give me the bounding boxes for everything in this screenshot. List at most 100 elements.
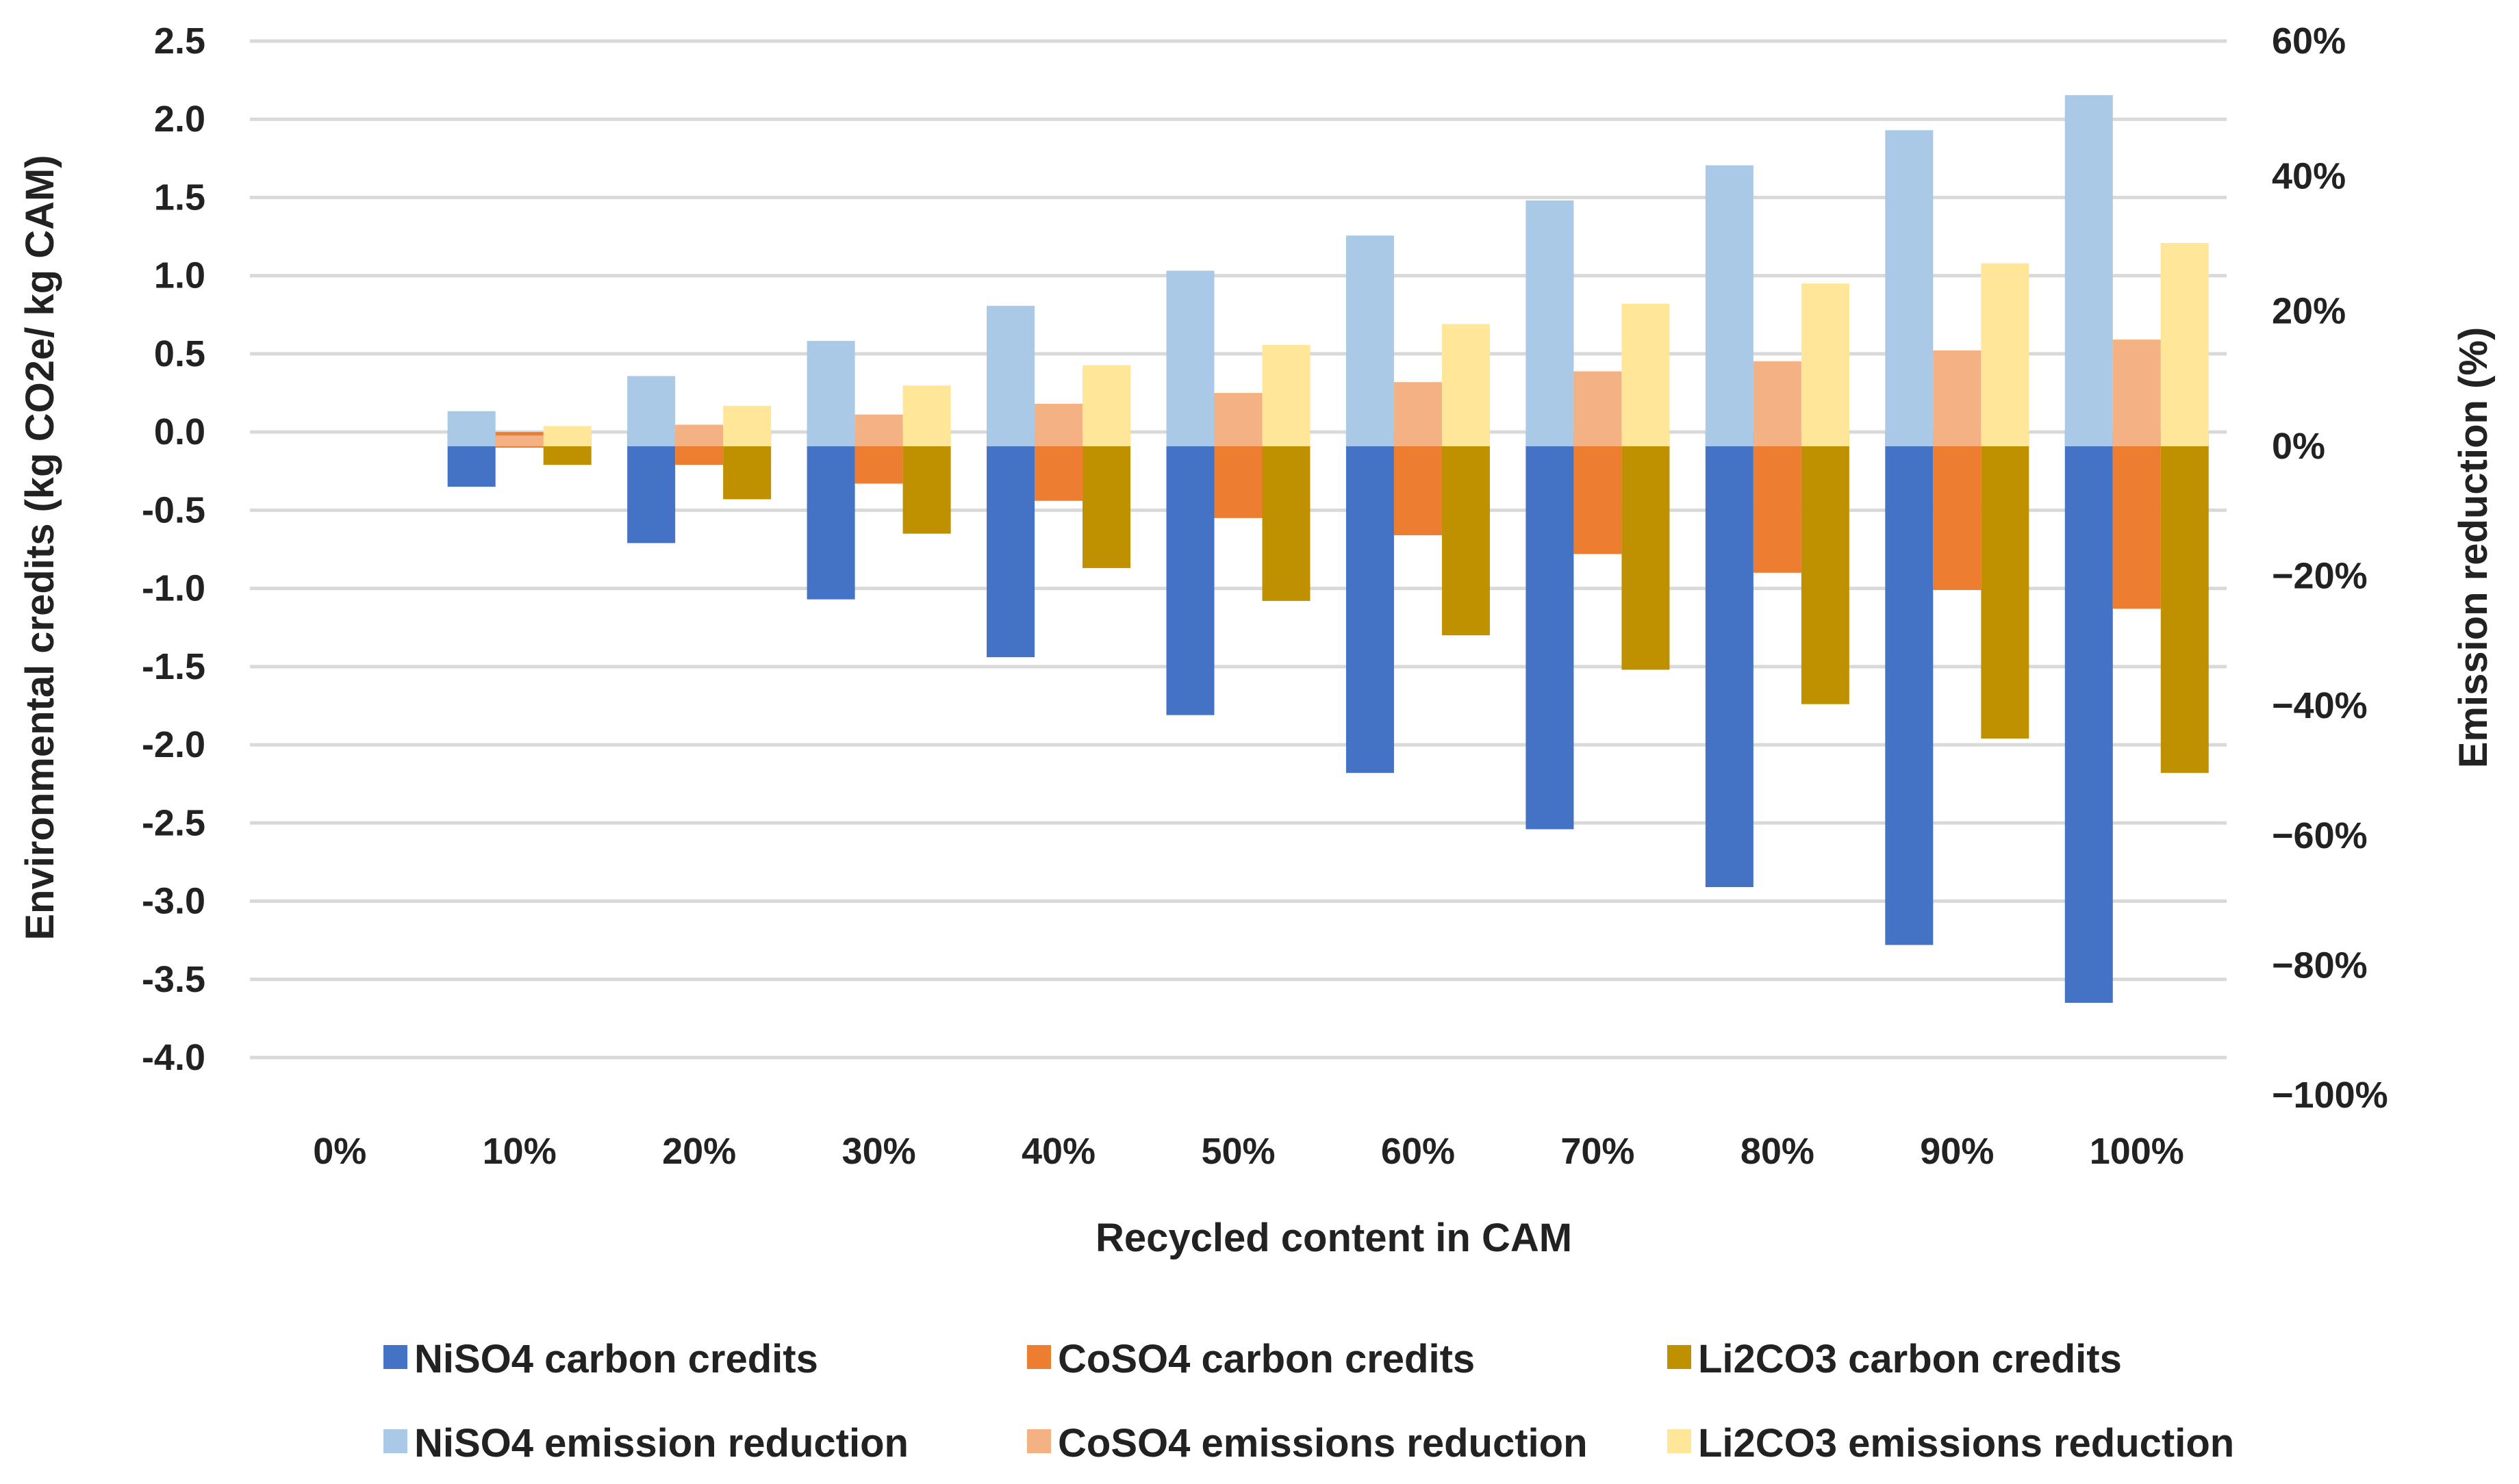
x-axis-tick-label: 80%	[1740, 1131, 1814, 1172]
bar-li2co3-carbon-credits	[902, 432, 951, 534]
left-axis-tick-label: 1.0	[154, 255, 205, 296]
bar-coso4-emissions-reduction	[2112, 340, 2161, 446]
legend-swatch	[1027, 1345, 1051, 1369]
bar-coso4-carbon-credits	[1753, 432, 1801, 573]
bar-li2co3-carbon-credits	[1981, 432, 2029, 739]
x-axis-tick-label: 70%	[1560, 1131, 1634, 1172]
legend-swatch	[1027, 1429, 1051, 1453]
bar-niso4-carbon-credits	[1526, 432, 1574, 830]
right-axis-tick-label: −20%	[2272, 556, 2368, 597]
bar-coso4-emissions-reduction	[1933, 350, 1982, 446]
x-axis-tick-label: 60%	[1381, 1131, 1455, 1172]
left-axis-tick-label: -4.0	[142, 1037, 205, 1078]
bar-li2co3-carbon-credits	[1262, 432, 1311, 601]
bar-coso4-carbon-credits	[1393, 432, 1442, 535]
bar-li2co3-carbon-credits	[2160, 432, 2209, 773]
bar-coso4-emissions-reduction	[1573, 371, 1622, 446]
bar-li2co3-carbon-credits	[1083, 432, 1131, 568]
left-axis-tick-label: 1.5	[154, 177, 205, 218]
x-axis-tick-label: 40%	[1022, 1131, 1096, 1172]
x-axis-tick-label: 0%	[313, 1131, 366, 1172]
legend-swatch	[383, 1429, 407, 1453]
bar-coso4-emissions-reduction	[495, 435, 544, 446]
bar-li2co3-emissions-reduction	[902, 385, 951, 446]
right-axis-tick-label: 40%	[2272, 155, 2346, 196]
bar-niso4-emission-reduction	[1526, 200, 1574, 446]
bar-niso4-carbon-credits	[1345, 432, 1394, 773]
right-axis-tick-label: 60%	[2272, 21, 2346, 62]
x-axis-tick-label: 20%	[662, 1131, 736, 1172]
bar-niso4-emission-reduction	[447, 411, 496, 446]
bar-niso4-carbon-credits	[1166, 432, 1215, 715]
bar-li2co3-emissions-reduction	[543, 426, 592, 446]
bar-niso4-emission-reduction	[807, 341, 855, 446]
right-axis-ticks: 60% 40% 20% 0% −20% −40% −60% −80% −100%	[2272, 21, 2388, 1116]
bar-niso4-carbon-credits	[627, 432, 676, 543]
left-axis-tick-label: -1.0	[142, 568, 205, 609]
left-axis-title: Environmental credits (kg CO2e/ kg CAM)	[18, 155, 62, 940]
bar-li2co3-emissions-reduction	[1262, 345, 1311, 446]
bar-coso4-emissions-reduction	[855, 414, 903, 446]
bar-coso4-carbon-credits	[1573, 432, 1622, 554]
right-axis-tick-label: −40%	[2272, 685, 2368, 726]
legend-label: CoSO4 carbon credits	[1058, 1337, 1475, 1381]
x-axis-tick-label: 100%	[2090, 1131, 2184, 1172]
bar-li2co3-emissions-reduction	[2160, 243, 2209, 446]
bar-niso4-carbon-credits	[987, 432, 1035, 658]
legend: NiSO4 carbon credits CoSO4 carbon credits…	[383, 1337, 2234, 1466]
bar-niso4-emission-reduction	[1885, 130, 1934, 447]
bar-li2co3-emissions-reduction	[1083, 365, 1131, 446]
x-axis-tick-label: 30%	[842, 1131, 916, 1172]
bar-niso4-emission-reduction	[627, 376, 676, 446]
bar-niso4-emission-reduction	[2064, 94, 2113, 446]
x-axis-title: Recycled content in CAM	[1096, 1216, 1572, 1260]
legend-label: CoSO4 emissions reduction	[1058, 1421, 1588, 1466]
bar-coso4-emissions-reduction	[1035, 403, 1083, 446]
x-axis-ticks: 0% 10% 20% 30% 40% 50% 60% 70% 80% 90% 100%	[313, 1131, 2184, 1172]
legend-label: NiSO4 emission reduction	[414, 1421, 909, 1466]
bar-niso4-carbon-credits	[807, 432, 855, 600]
right-axis-title: Emission reduction (%)	[2451, 327, 2496, 769]
left-axis-tick-label: -2.5	[142, 802, 205, 843]
bar-coso4-carbon-credits	[2112, 432, 2161, 609]
bar-niso4-emission-reduction	[987, 305, 1035, 446]
right-axis-tick-label: −80%	[2272, 945, 2368, 986]
left-axis-tick-label: -3.0	[142, 881, 205, 922]
bar-coso4-emissions-reduction	[1393, 382, 1442, 446]
x-axis-tick-label: 90%	[1920, 1131, 1994, 1172]
legend-swatch	[1667, 1429, 1691, 1453]
legend-swatch	[1667, 1345, 1691, 1369]
left-axis-tick-label: 0.0	[154, 411, 205, 452]
bar-coso4-emissions-reduction	[675, 424, 724, 446]
bar-coso4-carbon-credits	[1214, 432, 1263, 518]
left-axis-tick-label: -2.0	[142, 724, 205, 765]
left-axis-ticks: 2.5 2.0 1.5 1.0 0.5 0.0 -0.5 -1.0 -1.5 -2.0 -2.5 -3…	[142, 21, 205, 1078]
left-axis-tick-label: 2.5	[154, 21, 205, 62]
legend-label: Li2CO3 carbon credits	[1698, 1337, 2122, 1381]
legend-swatch	[383, 1345, 407, 1369]
right-axis-tick-label: −60%	[2272, 815, 2368, 856]
bar-li2co3-emissions-reduction	[1621, 303, 1670, 446]
bar-li2co3-carbon-credits	[1441, 432, 1490, 636]
right-axis-tick-label: −100%	[2272, 1075, 2388, 1116]
x-axis-tick-label: 50%	[1201, 1131, 1275, 1172]
legend-label: NiSO4 carbon credits	[414, 1337, 818, 1381]
bars	[447, 94, 2209, 1003]
left-axis-tick-label: -0.5	[142, 489, 205, 530]
bar-niso4-carbon-credits	[1885, 432, 1934, 945]
bar-li2co3-carbon-credits	[1621, 432, 1670, 670]
bar-li2co3-emissions-reduction	[1801, 283, 1849, 446]
bar-coso4-emissions-reduction	[1214, 393, 1263, 446]
left-axis-tick-label: -3.5	[142, 959, 205, 1000]
right-axis-tick-label: 20%	[2272, 291, 2346, 332]
bar-niso4-emission-reduction	[1705, 165, 1754, 446]
bar-niso4-emission-reduction	[1345, 235, 1394, 446]
bar-li2co3-carbon-credits	[1801, 432, 1849, 704]
bar-coso4-emissions-reduction	[1753, 361, 1801, 446]
bar-niso4-carbon-credits	[2064, 432, 2113, 1003]
bar-li2co3-emissions-reduction	[1441, 324, 1490, 446]
bar-li2co3-emissions-reduction	[723, 405, 772, 446]
bar-niso4-carbon-credits	[1705, 432, 1754, 887]
bar-coso4-carbon-credits	[1933, 432, 1982, 590]
